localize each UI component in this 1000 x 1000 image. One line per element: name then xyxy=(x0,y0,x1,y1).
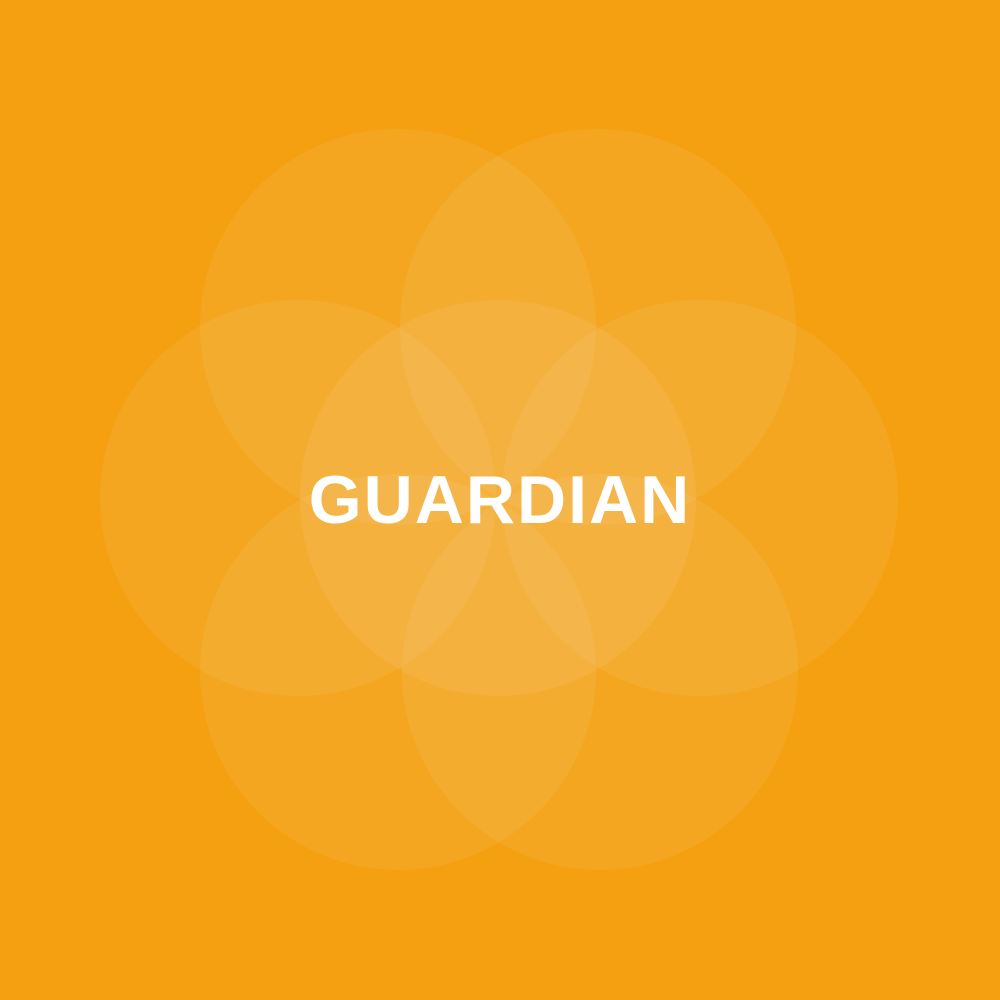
circle-top-right xyxy=(400,129,796,525)
circle-bottom-left xyxy=(200,474,596,870)
circle-center xyxy=(300,300,696,696)
circle-top-left xyxy=(200,129,596,525)
circle-bottom-right xyxy=(402,474,798,870)
circle-middle-right xyxy=(502,300,898,696)
circle-middle-left xyxy=(100,300,496,696)
